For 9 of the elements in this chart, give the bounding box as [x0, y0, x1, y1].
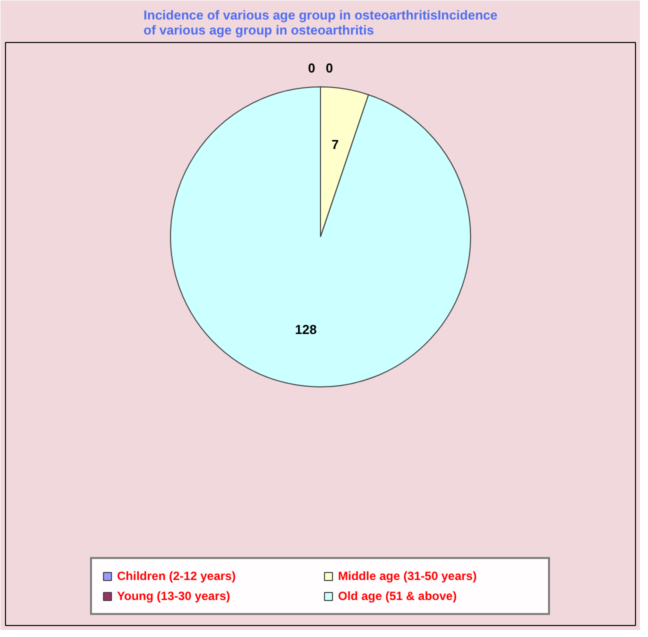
legend-label: Children (2-12 years)	[117, 569, 237, 583]
legend-label: Young (13-30 years)	[117, 589, 232, 603]
legend-label: Middle age (31-50 years)	[338, 569, 478, 583]
legend-label: Old age (51 & above)	[338, 589, 458, 603]
text: 0	[326, 60, 333, 76]
data-label: 7	[331, 136, 339, 152]
text: 0	[308, 60, 316, 76]
data-label: 128	[295, 322, 317, 337]
chart-title: Incidence of various age group in osteoarthritisIncidence of various age group in osteoarthritis	[144, 8, 498, 38]
